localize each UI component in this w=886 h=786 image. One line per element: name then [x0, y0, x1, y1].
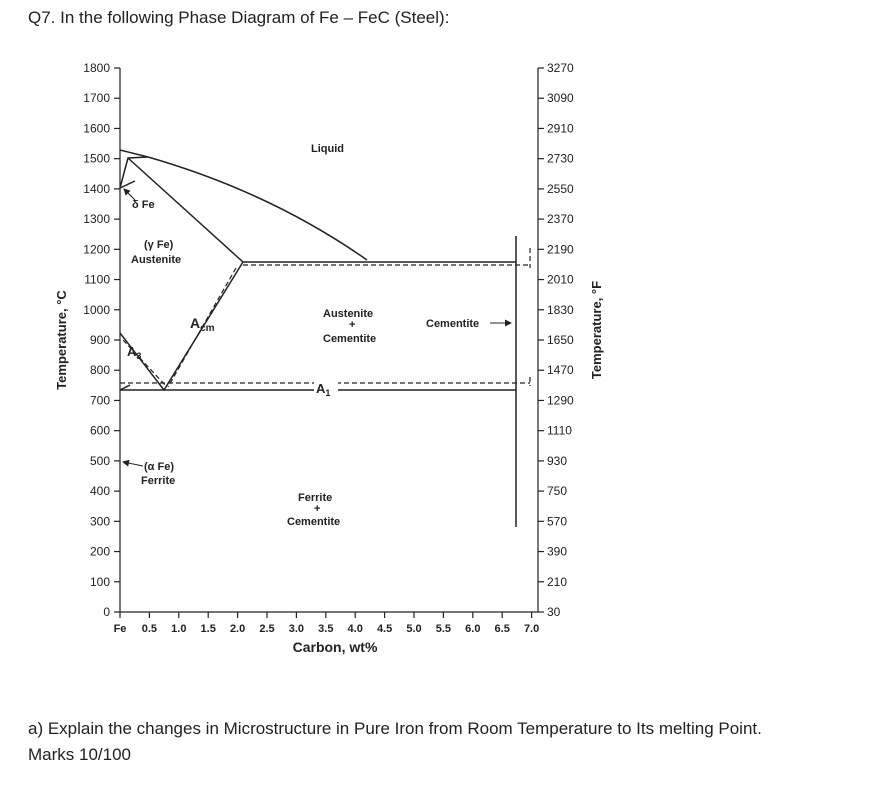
- right-tick-label: 2730: [547, 152, 574, 166]
- right-tick-label: 750: [547, 484, 567, 498]
- right-tick-label: 2190: [547, 242, 574, 256]
- austenite-cementite-label-2: Cementite: [323, 333, 376, 345]
- right-tick-label: 2010: [547, 273, 574, 287]
- right-tick-label: 30: [547, 605, 561, 619]
- acm-label: Acm: [190, 315, 215, 334]
- austenite-cementite-plus: +: [349, 319, 355, 331]
- austenite-label: Austenite: [131, 254, 181, 266]
- left-tick-label: 400: [90, 484, 110, 498]
- left-tick-label: 500: [90, 454, 110, 468]
- bottom-tick-label: 1.0: [171, 623, 186, 635]
- liquidus-line: [147, 156, 368, 261]
- a1-label-bg: [314, 378, 338, 394]
- right-tick-label: 2370: [547, 212, 574, 226]
- right-tick-label: 570: [547, 514, 567, 528]
- ferrite-label: Ferrite: [141, 475, 175, 487]
- left-axis-title: Temperature, °C: [54, 290, 69, 390]
- bottom-axis-ticks: Fe 0.5 1.0 1.5 2.0 2.5 3.0 3.5 4.0 4.5 5.0 5.5 6.0 6.…: [114, 612, 539, 635]
- a3-line: [119, 332, 165, 391]
- left-tick-label: 800: [90, 363, 110, 377]
- marks-label: Marks 10/100: [28, 745, 131, 764]
- ferrite-cementite-label-2: Cementite: [287, 516, 340, 528]
- delta-fe-arrow: [123, 188, 136, 201]
- left-axis-ticks: 1800170016001500140013001200110010009008…: [83, 61, 120, 619]
- left-tick-label: 1100: [84, 273, 110, 287]
- bottom-tick-label: Fe: [114, 623, 127, 635]
- left-tick-label: 700: [90, 393, 110, 407]
- cementite-label: Cementite: [426, 318, 479, 330]
- right-tick-label: 1830: [547, 303, 574, 317]
- right-tick-label: 1650: [547, 333, 574, 347]
- left-tick-label: 1800: [83, 61, 110, 75]
- right-tick-label: 390: [547, 545, 567, 559]
- right-axis-ticks: 3270 3090 2910 2730 2550 2370 2190 2010 1830 1650…: [538, 61, 574, 619]
- x-axis-title: Carbon, wt%: [293, 639, 378, 655]
- alpha-fe-label: (α Fe): [144, 461, 174, 473]
- gamma-fe-label: (γ Fe): [144, 239, 174, 251]
- liquid-label: Liquid: [311, 143, 344, 155]
- left-tick-label: 1600: [83, 121, 110, 135]
- question-title: Q7. In the following Phase Diagram of Fe…: [28, 8, 450, 27]
- left-tick-label: 1400: [83, 182, 110, 196]
- bottom-tick-label: 3.0: [289, 623, 304, 635]
- right-tick-label: 2910: [547, 121, 574, 135]
- left-tick-label: 600: [90, 424, 110, 438]
- bottom-tick-label: 6.0: [465, 623, 480, 635]
- delta-fe-label: δ Fe: [132, 199, 155, 211]
- phase-boundaries: [119, 149, 517, 527]
- delta-peritectic-line: [119, 180, 136, 189]
- left-tick-label: 300: [90, 514, 110, 528]
- right-tick-label: 210: [547, 575, 567, 589]
- right-axis-title: Temperature, °F: [589, 281, 604, 379]
- bottom-tick-label: 5.5: [436, 623, 451, 635]
- right-tick-label: 1110: [547, 424, 572, 438]
- right-tick-label: 1290: [547, 393, 574, 407]
- right-tick-label: 930: [547, 454, 567, 468]
- right-tick-label: 3090: [547, 91, 574, 105]
- right-tick-label: 3270: [547, 61, 574, 75]
- bottom-tick-label: 6.5: [495, 623, 510, 635]
- right-tick-label: 2550: [547, 182, 574, 196]
- bottom-tick-label: 2.5: [259, 623, 274, 635]
- bottom-tick-label: 2.0: [230, 623, 245, 635]
- bottom-tick-label: 5.0: [406, 623, 421, 635]
- bottom-tick-label: 4.5: [377, 623, 392, 635]
- delta-boundary: [119, 149, 149, 189]
- phase-diagram: 1800170016001500140013001200110010009008…: [54, 61, 604, 655]
- left-tick-label: 0: [103, 605, 110, 619]
- left-tick-label: 900: [90, 333, 110, 347]
- bottom-tick-label: 4.0: [348, 623, 363, 635]
- alpha-fe-arrow: [122, 459, 144, 467]
- question-part-a: a) Explain the changes in Microstructure…: [28, 719, 762, 738]
- left-tick-label: 1700: [83, 91, 110, 105]
- answer-section: a) Explain the changes in Microstructure…: [28, 716, 762, 768]
- solidus-line: [127, 157, 244, 263]
- bottom-tick-label: 3.5: [318, 623, 333, 635]
- left-tick-label: 1200: [83, 242, 110, 256]
- a3-label: A3: [127, 344, 141, 361]
- ferrite-cementite-plus: +: [314, 503, 320, 515]
- austenite-cementite-label-1: Austenite: [323, 308, 373, 320]
- right-tick-label: 1470: [547, 363, 574, 377]
- ferrite-cementite-label-1: Ferrite: [298, 492, 332, 504]
- bottom-tick-label: 1.5: [201, 623, 216, 635]
- left-tick-label: 100: [90, 575, 110, 589]
- left-tick-label: 200: [90, 545, 110, 559]
- left-tick-label: 1500: [83, 152, 110, 166]
- left-tick-label: 1300: [83, 212, 110, 226]
- a1-label: A1: [316, 381, 330, 398]
- left-tick-label: 1000: [83, 303, 110, 317]
- ferrite-solvus-line: [119, 384, 131, 391]
- bottom-tick-label: 7.0: [524, 623, 539, 635]
- bottom-tick-label: 0.5: [142, 623, 157, 635]
